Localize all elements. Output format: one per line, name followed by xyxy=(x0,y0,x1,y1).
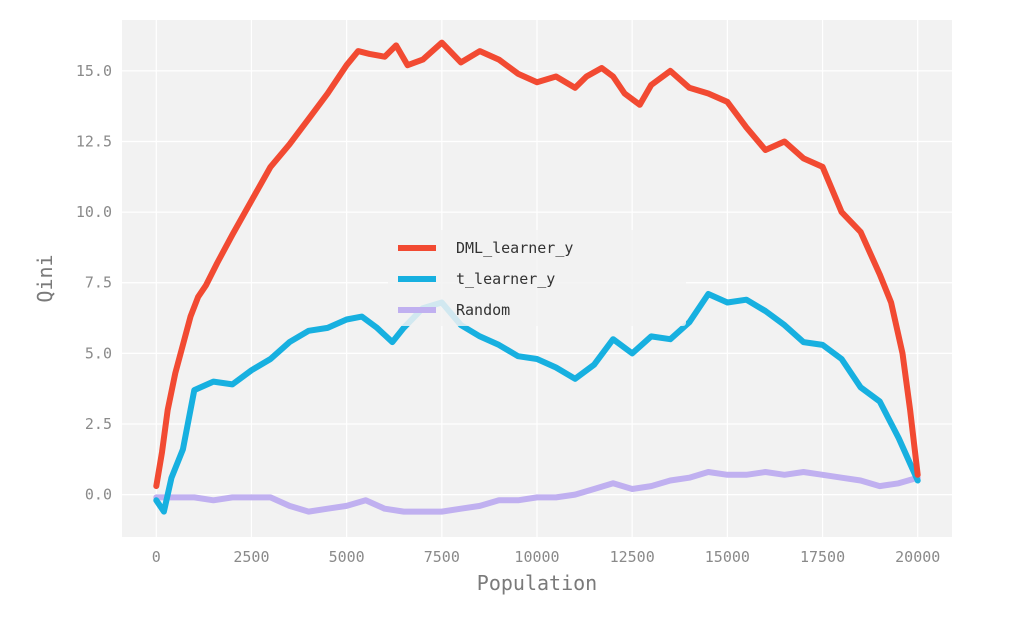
legend-box xyxy=(388,230,686,326)
x-tick-label: 20000 xyxy=(895,548,940,566)
x-tick-label: 17500 xyxy=(800,548,845,566)
y-axis-ticks: 0.0 2.5 5.0 7.5 10.0 12.5 15.0 xyxy=(76,62,112,504)
legend: DML_learner_y t_learner_y Random xyxy=(388,230,686,326)
x-axis-label: Population xyxy=(477,571,597,595)
y-tick-label: 12.5 xyxy=(76,132,112,150)
series-lines xyxy=(153,39,921,515)
y-tick-label: 0.0 xyxy=(85,486,112,504)
y-axis-label: Qini xyxy=(33,254,57,302)
series-line-dml-learner-y xyxy=(153,39,921,490)
legend-label: Random xyxy=(456,301,510,319)
x-tick-label: 12500 xyxy=(610,548,655,566)
y-tick-label: 10.0 xyxy=(76,203,112,221)
y-tick-label: 15.0 xyxy=(76,62,112,80)
legend-label: DML_learner_y xyxy=(456,239,573,257)
x-tick-label: 7500 xyxy=(424,548,460,566)
x-tick-label: 10000 xyxy=(514,548,559,566)
x-tick-label: 5000 xyxy=(329,548,365,566)
series-line-t-learner-y xyxy=(153,291,921,515)
y-tick-label: 7.5 xyxy=(85,274,112,292)
x-tick-label: 0 xyxy=(152,548,161,566)
series-line-random xyxy=(153,469,921,515)
x-tick-label: 15000 xyxy=(705,548,750,566)
legend-label: t_learner_y xyxy=(456,270,555,288)
x-tick-label: 2500 xyxy=(233,548,269,566)
x-axis-ticks: 0 2500 5000 7500 10000 12500 15000 17500 20000 xyxy=(152,548,941,566)
y-tick-label: 2.5 xyxy=(85,415,112,433)
y-tick-label: 5.0 xyxy=(85,344,112,362)
